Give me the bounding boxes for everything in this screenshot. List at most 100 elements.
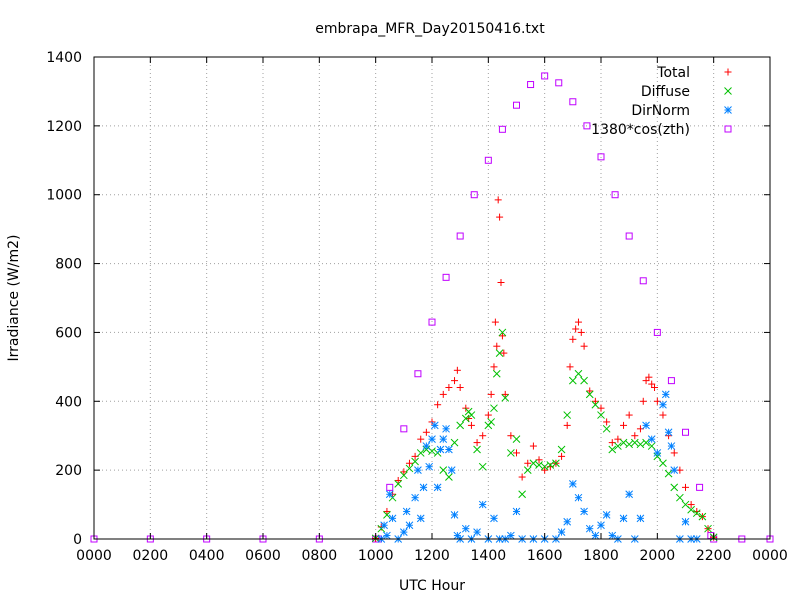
- point-total: [491, 318, 499, 326]
- point-dirnorm: [445, 445, 453, 454]
- y-tick-label: 0: [73, 532, 82, 548]
- point-total: [417, 435, 425, 443]
- point-dirnorm: [653, 449, 662, 457]
- point-dirnorm: [661, 390, 670, 399]
- point-dirnorm: [647, 435, 656, 444]
- chart-title: embrapa_MFR_Day20150416.txt: [315, 21, 545, 37]
- point-diffuse: [456, 421, 465, 430]
- point-total: [603, 418, 611, 426]
- point-dirnorm: [442, 424, 450, 433]
- point-diffuse: [487, 418, 496, 426]
- point-total: [586, 387, 594, 395]
- point-dirnorm: [425, 462, 434, 471]
- point-diffuse: [473, 445, 481, 454]
- point-dirnorm: [512, 507, 521, 516]
- plot-series: [90, 72, 774, 543]
- point-dirnorm: [416, 514, 425, 523]
- x-tick-label: 0200: [133, 548, 169, 564]
- point-1380-cos-zth: [541, 72, 549, 80]
- point-total: [524, 459, 532, 467]
- point-1380-cos-zth: [484, 156, 492, 164]
- point-diffuse: [507, 449, 515, 457]
- point-1380-cos-zth: [625, 232, 633, 240]
- point-1380-cos-zth: [653, 328, 661, 336]
- point-1380-cos-zth: [682, 428, 689, 436]
- point-total: [569, 335, 577, 343]
- point-total: [541, 466, 549, 474]
- point-dirnorm: [428, 435, 436, 444]
- point-diffuse: [478, 462, 487, 471]
- point-total: [451, 377, 459, 385]
- point-diffuse: [540, 462, 549, 471]
- legend-label-1380-cos-zth: 1380*cos(zth): [591, 122, 690, 138]
- point-dirnorm: [659, 400, 667, 409]
- point-diffuse: [619, 438, 628, 447]
- point-diffuse: [535, 461, 543, 469]
- point-dirnorm: [405, 521, 414, 530]
- x-axis-label: UTC Hour: [399, 578, 465, 594]
- x-tick-label: 1600: [527, 548, 563, 564]
- point-total: [405, 459, 413, 467]
- point-diffuse: [647, 442, 656, 450]
- point-diffuse: [439, 466, 448, 474]
- point-total: [591, 397, 599, 405]
- point-diffuse: [416, 449, 425, 457]
- y-tick-label: 1400: [46, 50, 82, 66]
- point-1380-cos-zth: [569, 98, 577, 106]
- legend-label-dirnorm: DirNorm: [631, 103, 690, 119]
- point-diffuse: [461, 414, 470, 423]
- point-diffuse: [591, 400, 600, 409]
- legend-marker-dirnorm: [724, 106, 732, 114]
- axis-ticks: 0000 0200 0400 0600 0800 1000 1200 1400 1600 1800…: [46, 50, 787, 564]
- series-total: [372, 196, 718, 542]
- point-diffuse: [490, 404, 498, 413]
- point-total: [453, 366, 461, 374]
- point-total: [383, 507, 391, 515]
- legend-marker-total: [724, 68, 732, 76]
- point-total: [639, 397, 647, 405]
- point-diffuse: [642, 438, 650, 447]
- point-dirnorm: [636, 514, 645, 523]
- point-1380-cos-zth: [386, 483, 394, 491]
- point-1380-cos-zth: [414, 370, 422, 378]
- y-tick-label: 1200: [46, 119, 82, 135]
- point-dirnorm: [490, 514, 498, 523]
- point-diffuse: [692, 509, 701, 518]
- point-dirnorm: [681, 517, 690, 526]
- point-diffuse: [687, 505, 695, 514]
- point-dirnorm: [580, 507, 588, 516]
- point-diffuse: [405, 464, 414, 473]
- point-diffuse: [614, 442, 622, 450]
- point-diffuse: [664, 469, 673, 478]
- point-dirnorm: [591, 531, 600, 540]
- point-1380-cos-zth: [442, 273, 450, 281]
- y-axis-label: Irradiance (W/m2): [6, 235, 22, 362]
- x-tick-label: 0000: [752, 548, 788, 564]
- point-1380-cos-zth: [611, 191, 619, 199]
- point-total: [493, 342, 501, 350]
- point-dirnorm: [619, 514, 628, 523]
- point-dirnorm: [402, 507, 411, 516]
- point-diffuse: [411, 457, 419, 466]
- point-diffuse: [676, 493, 684, 502]
- point-total: [625, 411, 633, 419]
- x-tick-label: 1800: [583, 548, 619, 564]
- point-dirnorm: [439, 435, 448, 444]
- point-diffuse: [608, 445, 617, 454]
- point-total: [479, 432, 487, 440]
- x-tick-label: 0400: [189, 548, 225, 564]
- point-diffuse: [574, 369, 583, 378]
- point-dirnorm: [507, 531, 515, 540]
- point-dirnorm: [574, 493, 583, 502]
- point-total: [422, 428, 430, 436]
- point-total: [631, 432, 639, 440]
- point-1380-cos-zth: [639, 277, 647, 285]
- point-1380-cos-zth: [428, 318, 436, 326]
- point-dirnorm: [602, 511, 611, 519]
- point-dirnorm: [667, 442, 676, 450]
- point-diffuse: [501, 393, 510, 402]
- point-total: [439, 390, 447, 398]
- point-diffuse: [450, 438, 459, 447]
- point-diffuse: [399, 471, 408, 480]
